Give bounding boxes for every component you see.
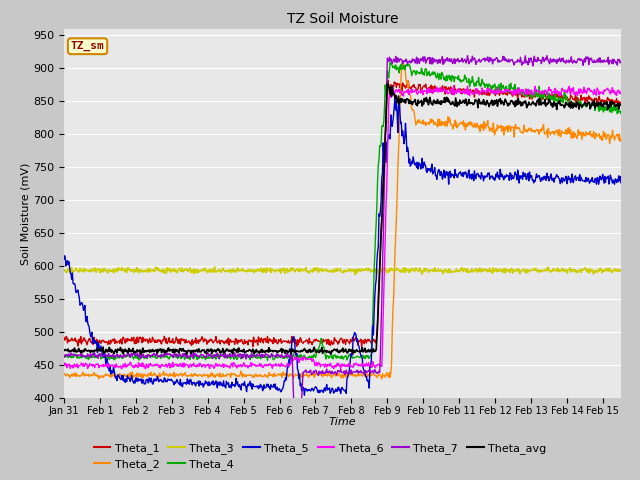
Text: TZ_sm: TZ_sm xyxy=(70,41,104,51)
Theta_2 xyxy=(399,65,407,71)
Theta_3 xyxy=(94,266,102,272)
Theta_4 xyxy=(399,65,407,71)
Theta_5 xyxy=(301,392,308,398)
Line: Theta_avg: Theta_avg xyxy=(64,84,621,354)
Theta_avg xyxy=(383,81,391,86)
Theta_5 xyxy=(94,339,102,345)
Theta_6 xyxy=(541,87,548,93)
Theta_4 xyxy=(541,94,548,99)
Theta_6 xyxy=(384,129,392,134)
Theta_avg xyxy=(60,347,68,353)
Theta_3 xyxy=(60,267,68,273)
Theta_3 xyxy=(399,266,407,272)
Theta_6 xyxy=(399,93,407,99)
Theta_3 xyxy=(381,264,388,269)
Theta_6 xyxy=(94,361,102,367)
Legend: Theta_1, Theta_2, Theta_3, Theta_4, Theta_5, Theta_6, Theta_7, Theta_avg: Theta_1, Theta_2, Theta_3, Theta_4, Thet… xyxy=(89,438,551,474)
Line: Theta_3: Theta_3 xyxy=(64,266,621,275)
Theta_7 xyxy=(543,53,551,59)
Theta_7 xyxy=(415,60,423,66)
Theta_5 xyxy=(484,170,492,176)
Theta_5 xyxy=(399,134,407,140)
Theta_7 xyxy=(94,355,102,361)
Theta_2 xyxy=(60,371,68,376)
Theta_6 xyxy=(60,362,68,368)
Theta_7 xyxy=(60,352,68,358)
Theta_avg xyxy=(183,351,191,357)
Theta_4 xyxy=(94,353,102,359)
Theta_5 xyxy=(391,94,399,100)
Theta_7 xyxy=(399,61,406,67)
Theta_3 xyxy=(541,268,548,274)
Theta_2 xyxy=(416,120,424,126)
Theta_5 xyxy=(60,256,68,262)
X-axis label: Time: Time xyxy=(328,418,356,427)
Theta_5 xyxy=(416,161,424,167)
Line: Theta_2: Theta_2 xyxy=(64,61,621,379)
Theta_4 xyxy=(617,111,625,117)
Theta_7 xyxy=(483,57,491,63)
Theta_1 xyxy=(385,84,392,90)
Theta_1 xyxy=(617,100,625,106)
Theta_avg xyxy=(385,84,392,89)
Theta_2 xyxy=(617,136,625,142)
Line: Theta_1: Theta_1 xyxy=(64,80,621,347)
Theta_7 xyxy=(384,58,392,64)
Theta_3 xyxy=(617,268,625,274)
Theta_7 xyxy=(540,59,548,64)
Theta_2 xyxy=(484,118,492,123)
Theta_1 xyxy=(416,82,424,87)
Theta_1 xyxy=(484,89,492,95)
Theta_4 xyxy=(387,59,394,65)
Theta_6 xyxy=(484,86,492,92)
Theta_6 xyxy=(617,89,625,95)
Line: Theta_6: Theta_6 xyxy=(64,86,621,369)
Theta_1 xyxy=(94,338,102,344)
Theta_1 xyxy=(60,335,68,340)
Theta_4 xyxy=(60,354,68,360)
Theta_4 xyxy=(416,70,424,75)
Theta_4 xyxy=(484,86,492,92)
Theta_6 xyxy=(389,84,397,89)
Theta_6 xyxy=(141,366,149,372)
Theta_3 xyxy=(416,265,424,271)
Theta_5 xyxy=(541,173,548,179)
Theta_5 xyxy=(617,180,625,186)
Theta_1 xyxy=(384,77,392,83)
Theta_4 xyxy=(384,72,392,78)
Line: Theta_7: Theta_7 xyxy=(64,56,621,459)
Theta_2 xyxy=(384,372,392,378)
Theta_1 xyxy=(249,344,257,349)
Theta_3 xyxy=(484,268,492,274)
Theta_avg xyxy=(484,100,492,106)
Theta_avg xyxy=(617,102,625,108)
Theta_1 xyxy=(399,82,407,88)
Theta_avg xyxy=(94,348,102,354)
Line: Theta_5: Theta_5 xyxy=(64,97,621,395)
Y-axis label: Soil Moisture (mV): Soil Moisture (mV) xyxy=(20,162,30,265)
Theta_7 xyxy=(292,456,300,462)
Theta_avg xyxy=(416,99,424,105)
Theta_3 xyxy=(385,269,392,275)
Theta_2 xyxy=(399,58,406,64)
Theta_5 xyxy=(384,136,392,142)
Line: Theta_4: Theta_4 xyxy=(64,62,621,360)
Theta_1 xyxy=(541,93,548,98)
Theta_4 xyxy=(264,358,271,363)
Theta_2 xyxy=(94,372,102,378)
Theta_7 xyxy=(617,59,625,64)
Theta_3 xyxy=(351,272,359,277)
Theta_6 xyxy=(416,88,424,94)
Theta_2 xyxy=(378,376,386,382)
Theta_avg xyxy=(541,96,548,102)
Title: TZ Soil Moisture: TZ Soil Moisture xyxy=(287,12,398,26)
Theta_avg xyxy=(399,98,407,104)
Theta_2 xyxy=(541,132,548,137)
